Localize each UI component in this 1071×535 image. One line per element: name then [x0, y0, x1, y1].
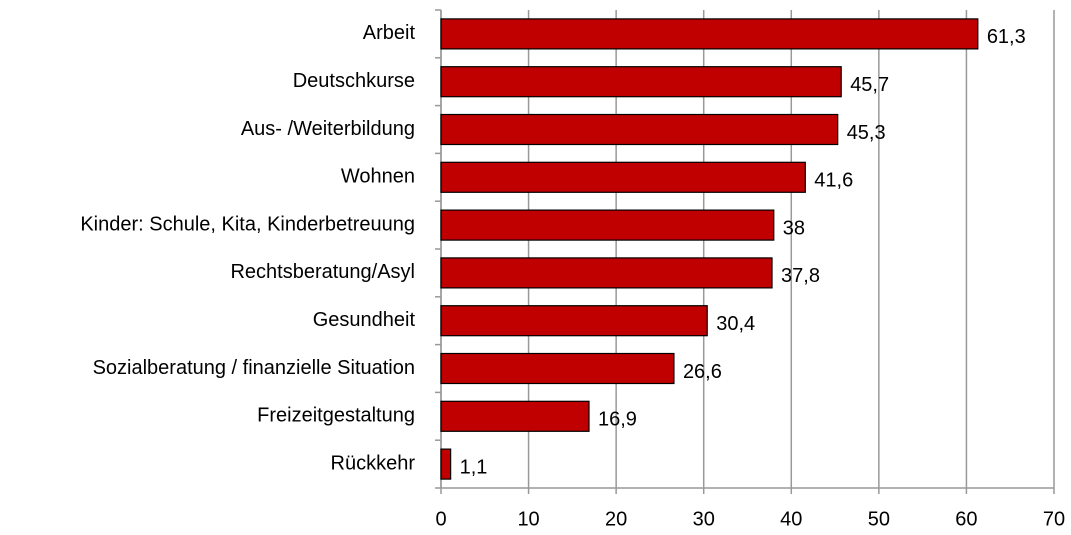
data-label: 41,6	[814, 170, 853, 192]
x-tick-label: 20	[605, 508, 627, 530]
bar	[440, 209, 775, 241]
x-tick-label: 70	[1043, 508, 1065, 530]
data-label: 16,9	[598, 409, 637, 431]
bar	[440, 66, 842, 98]
bar	[440, 113, 839, 146]
data-label: 38	[783, 217, 805, 239]
y-tick-label: Deutschkurse	[293, 70, 415, 92]
bar	[440, 161, 806, 193]
data-label: 30,4	[716, 313, 755, 335]
x-tick-label: 50	[868, 508, 890, 530]
y-tick-label: Gesundheit	[313, 309, 416, 331]
y-tick-label: Wohnen	[341, 166, 415, 188]
y-tick-label: Arbeit	[363, 22, 416, 44]
x-tick-label: 60	[955, 508, 977, 530]
x-tick-label: 10	[517, 508, 539, 530]
data-label: 45,7	[850, 74, 889, 96]
y-tick-label: Freizeitgestaltung	[257, 405, 415, 427]
data-label: 37,8	[781, 265, 820, 287]
data-label: 26,6	[683, 361, 722, 383]
bar	[440, 18, 979, 50]
x-tick-label: 0	[435, 508, 446, 530]
y-tick-label: Sozialberatung / finanzielle Situation	[93, 357, 415, 379]
data-label: 61,3	[987, 26, 1026, 48]
y-tick-label: Rückkehr	[331, 452, 416, 474]
bar	[440, 448, 452, 480]
y-tick-label: Kinder: Schule, Kita, Kinderbetreuung	[80, 213, 415, 235]
bar	[440, 257, 773, 289]
bar	[440, 305, 708, 337]
x-tick-label: 30	[693, 508, 715, 530]
bar	[440, 352, 675, 385]
x-tick-label: 40	[780, 508, 802, 530]
bar	[440, 400, 590, 432]
data-label: 45,3	[847, 122, 886, 144]
y-tick-label: Aus- /Weiterbildung	[241, 118, 415, 140]
data-label: 1,1	[460, 456, 488, 478]
y-tick-label: Rechtsberatung/Asyl	[230, 261, 415, 283]
